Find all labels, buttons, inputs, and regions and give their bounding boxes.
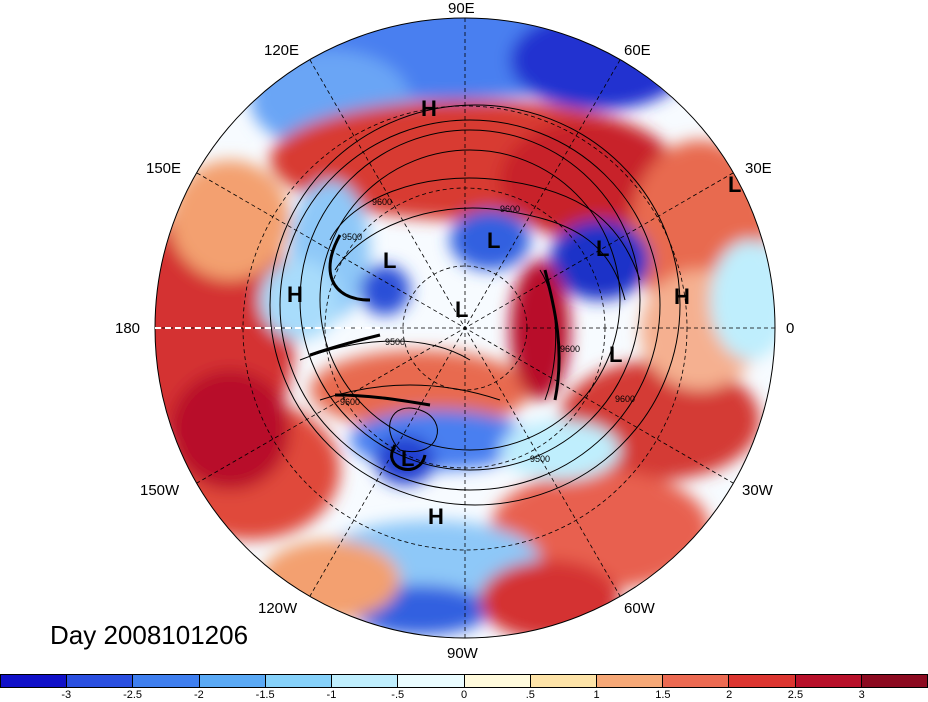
colorbar-tick-label: -.5 — [391, 689, 405, 701]
colorbar-tick-label: -2.5 — [123, 689, 143, 701]
colorbar-swatch — [861, 675, 928, 687]
colorbar-tick-label: .5 — [525, 689, 535, 701]
map-title: Day 2008101206 — [50, 620, 249, 650]
colorbar-tick-label: -2 — [193, 689, 204, 701]
contour-label: 9600 — [615, 394, 635, 404]
lon-label-90W: 90W — [447, 645, 478, 662]
contour-label: 9600 — [372, 197, 392, 207]
contour-label: 9500 — [342, 232, 362, 242]
colorbar-tick-label: 2 — [726, 689, 733, 701]
colorbar-tick-label: 1.5 — [655, 689, 671, 701]
colorbar-tick-label: 2.5 — [787, 689, 804, 701]
high-pressure-center: H — [287, 282, 303, 307]
high-pressure-center: H — [428, 504, 444, 529]
lon-label-30E: 30E — [745, 160, 772, 177]
low-pressure-center: L — [455, 297, 469, 322]
low-pressure-center: L — [383, 248, 397, 273]
contour-label: 9600 — [560, 344, 580, 354]
lon-label-120E: 120E — [264, 42, 300, 59]
low-pressure-center: L — [487, 228, 501, 253]
contour-label: 9500 — [530, 454, 550, 464]
lon-label-60E: 60E — [624, 42, 651, 59]
colorbar-tick-label: -3 — [61, 689, 72, 701]
colorbar-tick-label: 3 — [858, 689, 865, 701]
colorbar-swatch — [199, 675, 266, 687]
colorbar-swatch — [133, 675, 200, 687]
colorbar-swatch — [530, 675, 597, 687]
colorbar-swatch — [663, 675, 730, 687]
colorbar-tick-label: -1.5 — [255, 689, 275, 701]
lon-label-120W: 120W — [258, 600, 298, 617]
low-pressure-center: L — [401, 446, 415, 471]
contour-label: 9600 — [340, 397, 360, 407]
lon-label-30W: 30W — [742, 482, 773, 499]
low-pressure-center: L — [609, 342, 623, 367]
colorbar-swatch — [729, 675, 796, 687]
colorbar-swatch — [1, 675, 68, 687]
colorbar-swatch — [398, 675, 465, 687]
colorbar-tick-label: 1 — [593, 689, 600, 701]
contour-label: 9500 — [385, 337, 405, 347]
colorbar-tick-label: -1 — [326, 689, 337, 701]
lon-label-60W: 60W — [624, 600, 655, 617]
lon-label-180: 180 — [115, 320, 141, 337]
colorbar-swatch — [464, 675, 531, 687]
lon-label-150E: 150E — [146, 160, 182, 177]
high-pressure-center: H — [674, 284, 690, 309]
colorbar — [0, 674, 928, 688]
low-pressure-center: L — [596, 236, 610, 261]
high-pressure-center: H — [421, 96, 437, 121]
colorbar-tick-label: 0 — [460, 689, 468, 701]
low-pressure-center: L — [728, 172, 742, 197]
polar-stereographic-map: 9500 9600 9600 9500 9600 9600 9500 9600 — [154, 17, 776, 639]
colorbar-swatch — [265, 675, 333, 687]
contour-label: 9600 — [500, 204, 520, 214]
colorbar-swatch — [795, 675, 862, 687]
colorbar-swatch — [67, 675, 134, 687]
lon-label-90E: 90E — [448, 0, 475, 17]
colorbar-swatch — [596, 675, 664, 687]
colorbar-swatch — [332, 675, 399, 687]
lon-label-0: 0 — [786, 320, 795, 337]
lon-label-150W: 150W — [140, 482, 180, 499]
